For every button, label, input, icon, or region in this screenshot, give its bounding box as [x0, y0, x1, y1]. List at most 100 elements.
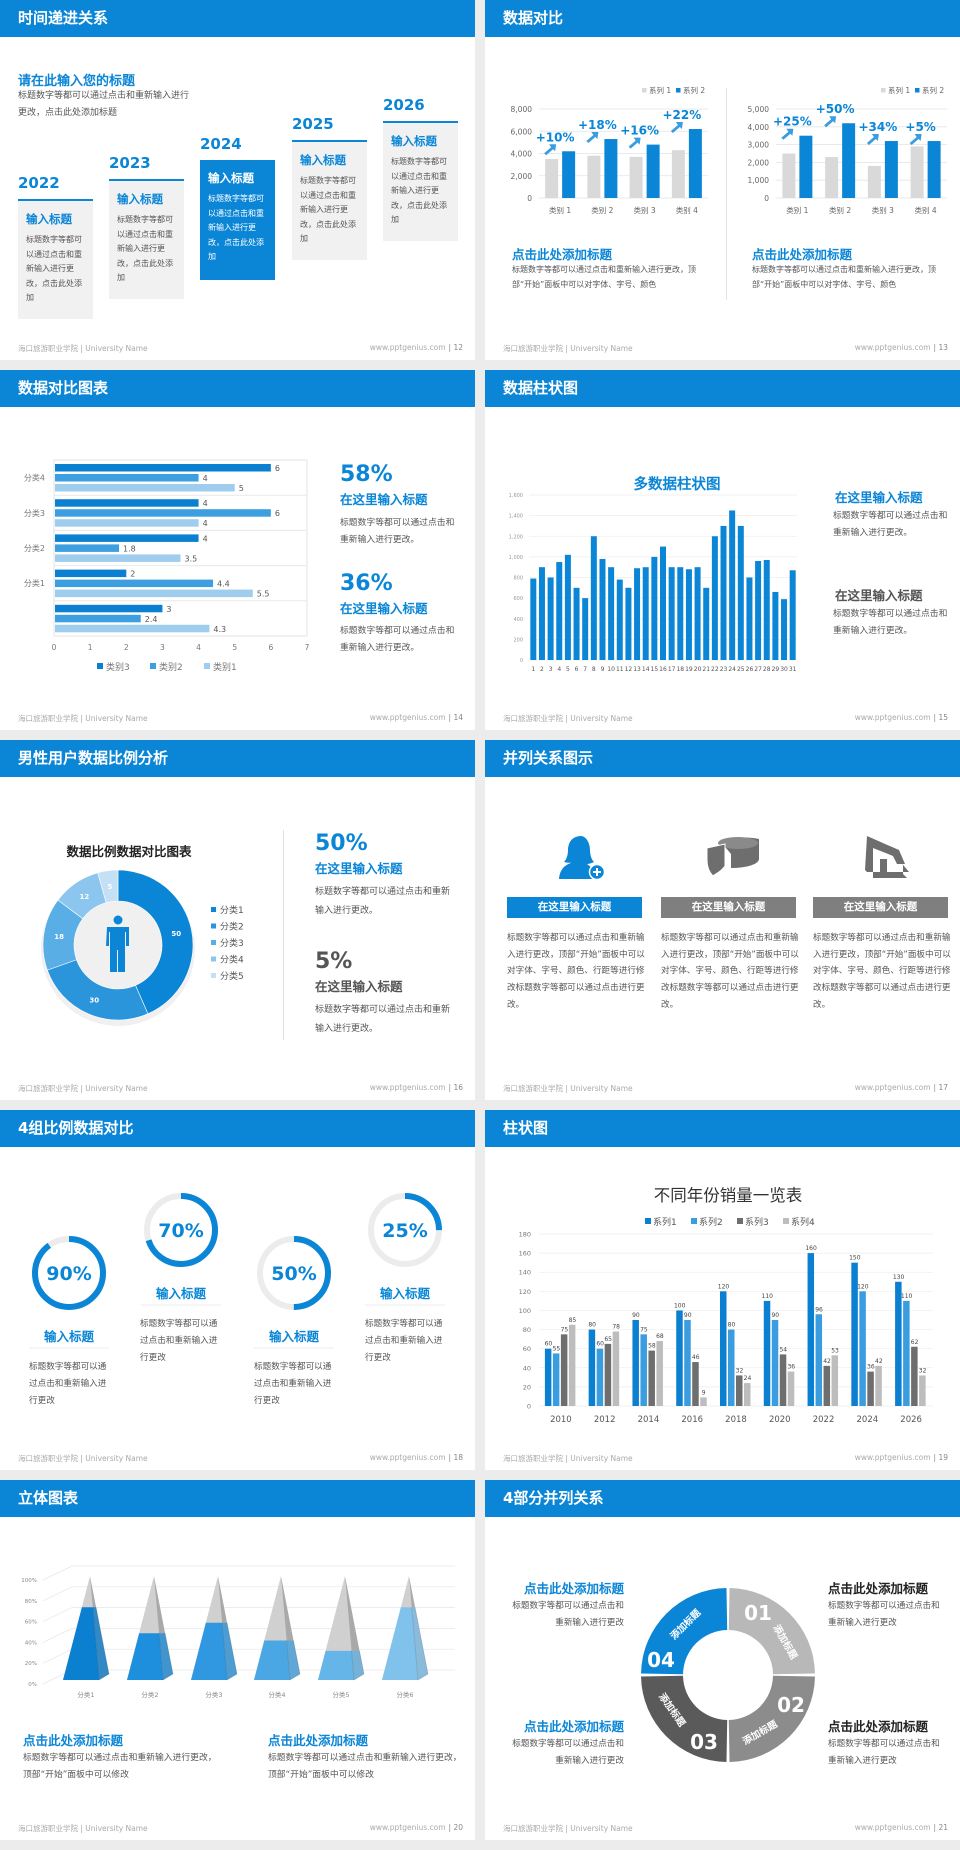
bar	[660, 546, 666, 660]
legend-swatch	[204, 663, 210, 669]
data-label: 120	[857, 1283, 869, 1290]
bar	[530, 578, 537, 660]
data-label: 2	[130, 570, 135, 579]
ring-percent: 70%	[158, 1220, 203, 1242]
y-tick-label: 0	[527, 194, 532, 203]
y-tick-label: 1,200	[509, 534, 523, 540]
step-body: 标题数字等都可以通过点击和重新输入进行更改，点击此处添加	[300, 176, 356, 243]
page-number: | 19	[933, 1453, 948, 1462]
y-tick-label: 140	[519, 1269, 531, 1277]
x-tick-label: 2	[124, 643, 129, 652]
block-title: 在这里输入标题	[835, 490, 923, 505]
bar	[895, 1281, 902, 1406]
footer-site: www.pptgenius.com	[369, 1453, 446, 1462]
footer-site: www.pptgenius.com	[854, 1083, 931, 1092]
ring-title: 输入标题	[155, 1286, 206, 1301]
legend-label: 类别3	[106, 661, 130, 673]
legend-label: 系列2	[699, 1216, 723, 1228]
item-label-button[interactable]: 在这里输入标题	[813, 897, 948, 918]
slide-header: 数据柱状图	[485, 370, 960, 407]
page-number: | 18	[448, 1453, 463, 1462]
data-label: 42	[823, 1358, 831, 1365]
data-label: 36	[787, 1364, 795, 1371]
legend-swatch	[737, 1218, 743, 1224]
divider	[283, 830, 284, 1040]
slide-header: 时间递进关系	[0, 0, 475, 37]
growth-annotation: +10%	[536, 130, 575, 144]
data-label: 6	[275, 509, 280, 518]
legend-label: 类别1	[213, 661, 237, 673]
growth-annotation: +16%	[620, 124, 659, 138]
data-label: 150	[849, 1255, 861, 1262]
slide-rings: 4组比例数据对比 90% 70% 50% 25% 输入标题 标题数字等都可以通过点击和…	[0, 1110, 475, 1470]
legend-label: 系列 1	[888, 85, 910, 95]
cycle-segment[interactable]	[728, 1675, 815, 1762]
data-label: 53	[831, 1347, 839, 1354]
x-tick-label: 3	[160, 643, 165, 652]
slide-header: 4组比例数据对比	[0, 1110, 475, 1147]
y-tick-label: 80	[523, 1326, 531, 1334]
data-label: 42	[875, 1358, 883, 1365]
x-tick-label: 11	[616, 666, 624, 673]
x-tick-label: 类别 3	[634, 205, 656, 215]
icons-layer	[559, 836, 909, 881]
x-tick-label: 15	[651, 666, 659, 673]
user-add-icon	[559, 836, 606, 881]
cycle-segment[interactable]	[641, 1675, 728, 1762]
bar	[763, 559, 770, 660]
ring-percent: 90%	[46, 1263, 91, 1285]
bar	[711, 536, 718, 660]
bar	[859, 1291, 866, 1406]
item-label-button[interactable]: 在这里输入标题	[507, 897, 642, 918]
growth-annotation: +5%	[905, 120, 935, 134]
y-tick-label: 3,000	[748, 141, 770, 150]
bar	[648, 1350, 655, 1406]
bar	[668, 567, 675, 660]
block-body: 标题数字等都可以通过点击和重新输入进行更改	[828, 1739, 940, 1766]
slice-label: 18	[54, 933, 64, 941]
block-body: 标题数字等都可以通过点击和重新输入进行更改，顶部“开始”面板中可以修改	[268, 1753, 462, 1780]
bar	[564, 554, 571, 660]
data-label: 55	[553, 1345, 561, 1352]
bar	[612, 1331, 620, 1406]
data-label: 96	[815, 1306, 823, 1313]
y-tick-label: 0	[764, 194, 769, 203]
bar	[640, 1334, 647, 1406]
data-label: 4	[203, 474, 208, 483]
item-label-button[interactable]: 在这里输入标题	[661, 897, 796, 918]
data-label: 90	[771, 1312, 779, 1319]
legend-swatch	[642, 88, 647, 93]
ring-body: 标题数字等都可以通过点击和重新输入进行更改	[140, 1319, 218, 1363]
x-tick-label: 6	[575, 666, 579, 673]
footer-right: www.pptgenius.com | 12	[370, 343, 463, 352]
x-tick-label: 分类5	[332, 1690, 349, 1699]
x-tick-label: 6	[268, 643, 273, 652]
ring-body: 标题数字等都可以通过点击和重新输入进行更改	[254, 1362, 332, 1406]
page-number: | 17	[933, 1083, 948, 1092]
block-body: 标题数字等都可以通过点击和重新输入进行更改。	[833, 511, 948, 538]
stat-body: 标题数字等都可以通过点击和重新输入进行更改。	[340, 626, 455, 653]
step-card: 输入标题 标题数字等都可以通过点击和重新输入进行更改，点击此处添加	[109, 181, 184, 299]
footer-right: www.pptgenius.com | 20	[370, 1823, 463, 1832]
y-tick-label: 100	[519, 1307, 531, 1315]
bar	[656, 1341, 663, 1406]
y-tick-label: 8,000	[511, 105, 533, 114]
cycle-segment[interactable]	[641, 1588, 728, 1675]
footer-site: www.pptgenius.com	[369, 343, 446, 352]
data-label: 3.5	[185, 554, 198, 563]
slide-column-chart: 数据柱状图 0 200 400 600 800 1,000 1,200 1,400 1,600 1…	[485, 370, 960, 730]
data-label: 60	[596, 1341, 604, 1348]
x-tick-label: 2018	[725, 1415, 747, 1425]
bar	[919, 1375, 926, 1406]
y-tick-label: 2,000	[748, 158, 770, 167]
cycle-segment[interactable]	[728, 1588, 815, 1675]
footer-school: 海口旅游职业学院 | University Name	[503, 714, 633, 723]
stat-title: 在这里输入标题	[340, 492, 428, 507]
item-body: 标题数字等都可以通过点击和重新输入进行更改，顶部“开始”面板中可以对字体、字号、…	[813, 933, 951, 1010]
progress-rings: 90% 70% 50% 25%	[29, 1193, 445, 1349]
segment-number: 03	[690, 1730, 718, 1754]
step-line	[383, 121, 458, 123]
x-tick-label: 7	[305, 643, 310, 652]
data-label: 65	[604, 1336, 612, 1343]
block-body: 标题数字等都可以通过点击和重新输入进行更改	[512, 1601, 624, 1628]
